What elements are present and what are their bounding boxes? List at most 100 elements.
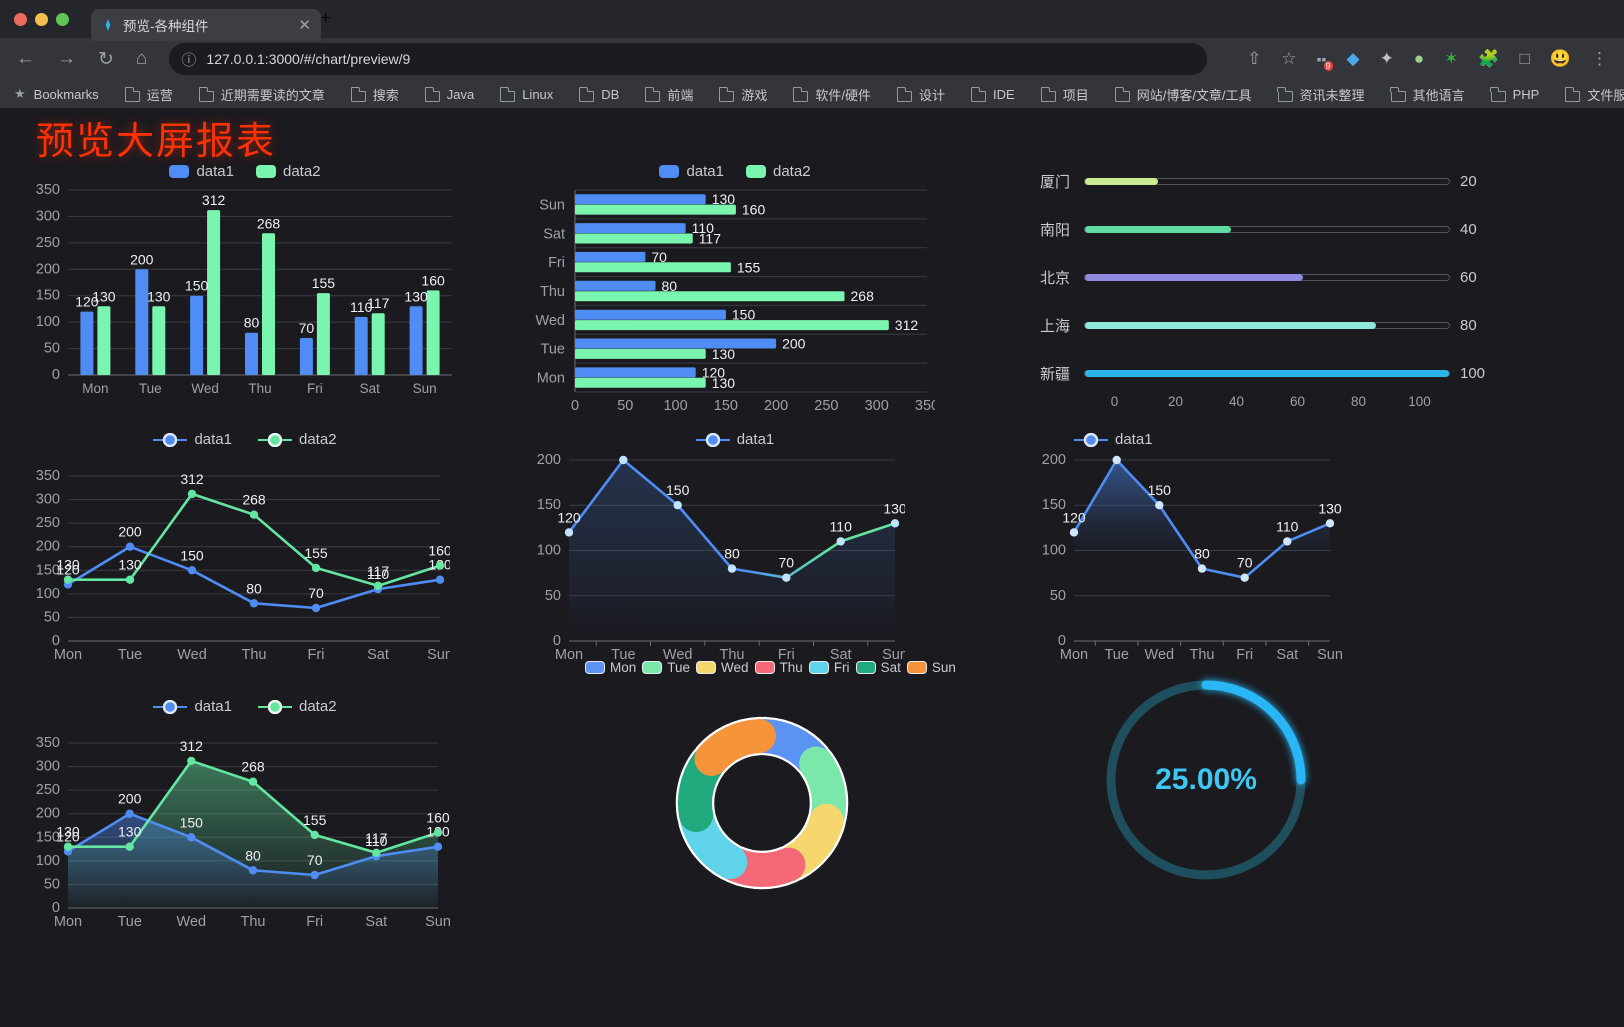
svg-text:130: 130	[712, 375, 736, 391]
svg-text:130: 130	[712, 191, 736, 207]
svg-text:150: 150	[666, 482, 690, 498]
svg-text:160: 160	[421, 272, 445, 288]
svg-text:130: 130	[118, 557, 142, 573]
svg-text:350: 350	[915, 398, 935, 414]
svg-text:300: 300	[36, 759, 60, 775]
svg-text:130: 130	[92, 288, 116, 304]
svg-text:Sat: Sat	[367, 647, 389, 663]
svg-text:50: 50	[44, 876, 60, 892]
svg-text:50: 50	[545, 588, 561, 604]
svg-text:Fri: Fri	[1236, 647, 1253, 663]
svg-text:150: 150	[36, 288, 60, 304]
svg-text:200: 200	[1042, 452, 1066, 468]
svg-text:200: 200	[1105, 450, 1129, 453]
svg-text:160: 160	[742, 202, 766, 218]
svg-text:Sun: Sun	[427, 647, 450, 663]
svg-text:120: 120	[557, 509, 581, 525]
svg-text:Thu: Thu	[241, 914, 266, 930]
svg-text:312: 312	[180, 738, 204, 754]
svg-text:155: 155	[304, 545, 328, 561]
svg-text:130: 130	[712, 346, 736, 362]
svg-text:70: 70	[1237, 555, 1253, 571]
svg-text:350: 350	[36, 468, 60, 484]
svg-text:117: 117	[367, 563, 390, 579]
svg-text:Thu: Thu	[540, 284, 565, 300]
svg-text:268: 268	[241, 759, 265, 775]
svg-text:150: 150	[180, 547, 204, 563]
svg-text:120: 120	[1062, 509, 1086, 525]
svg-text:130: 130	[56, 824, 80, 840]
svg-text:Mon: Mon	[537, 371, 565, 387]
svg-text:250: 250	[36, 782, 60, 798]
svg-text:117: 117	[367, 295, 390, 311]
svg-text:117: 117	[365, 830, 388, 846]
svg-text:100: 100	[36, 853, 60, 869]
svg-text:250: 250	[814, 398, 838, 414]
svg-text:110: 110	[830, 518, 853, 534]
svg-text:117: 117	[699, 231, 722, 247]
svg-text:Fri: Fri	[307, 381, 323, 396]
svg-text:Tue: Tue	[541, 342, 565, 358]
svg-text:130: 130	[404, 288, 428, 304]
svg-text:80: 80	[724, 546, 740, 562]
svg-text:200: 200	[782, 336, 806, 352]
svg-text:200: 200	[118, 524, 142, 540]
svg-text:200: 200	[36, 806, 60, 822]
svg-text:268: 268	[257, 215, 281, 231]
svg-text:Mon: Mon	[54, 914, 82, 930]
svg-text:Fri: Fri	[308, 647, 325, 663]
svg-text:300: 300	[865, 398, 889, 414]
svg-text:80: 80	[244, 315, 260, 331]
svg-text:80: 80	[246, 580, 262, 596]
svg-text:110: 110	[1276, 518, 1299, 534]
svg-text:300: 300	[36, 208, 60, 224]
svg-text:100: 100	[663, 398, 687, 414]
svg-text:Tue: Tue	[1104, 647, 1128, 663]
svg-text:Thu: Thu	[248, 381, 271, 396]
svg-text:200: 200	[130, 251, 154, 267]
svg-text:312: 312	[202, 192, 226, 208]
svg-text:150: 150	[185, 278, 209, 294]
svg-text:200: 200	[612, 450, 636, 453]
svg-text:Sun: Sun	[425, 914, 451, 930]
svg-text:70: 70	[307, 852, 323, 868]
svg-text:Tue: Tue	[118, 647, 142, 663]
svg-text:Fri: Fri	[548, 255, 565, 271]
svg-text:Sun: Sun	[1317, 647, 1343, 663]
svg-text:Sun: Sun	[413, 381, 437, 396]
svg-text:268: 268	[851, 288, 875, 304]
svg-text:Tue: Tue	[117, 914, 141, 930]
svg-text:312: 312	[180, 471, 204, 487]
svg-text:200: 200	[764, 398, 788, 414]
svg-text:200: 200	[36, 261, 60, 277]
svg-text:250: 250	[36, 235, 60, 251]
svg-text:155: 155	[312, 275, 336, 291]
svg-text:130: 130	[1318, 500, 1342, 516]
svg-text:Wed: Wed	[177, 647, 207, 663]
svg-text:100: 100	[36, 586, 60, 602]
svg-text:50: 50	[44, 341, 60, 357]
svg-text:100: 100	[1042, 543, 1066, 559]
svg-text:160: 160	[428, 543, 450, 559]
svg-text:80: 80	[1194, 546, 1210, 562]
svg-text:Tue: Tue	[139, 381, 162, 396]
svg-text:70: 70	[779, 555, 795, 571]
svg-text:50: 50	[617, 398, 633, 414]
svg-text:0: 0	[52, 367, 60, 383]
svg-text:160: 160	[426, 810, 450, 826]
svg-text:70: 70	[651, 249, 667, 265]
svg-text:Wed: Wed	[535, 313, 565, 329]
svg-text:Sat: Sat	[360, 381, 381, 396]
svg-text:Mon: Mon	[82, 381, 108, 396]
svg-text:80: 80	[245, 847, 261, 863]
svg-text:Thu: Thu	[1190, 647, 1215, 663]
svg-text:Mon: Mon	[54, 647, 82, 663]
svg-text:150: 150	[180, 814, 204, 830]
svg-text:300: 300	[36, 492, 60, 508]
svg-text:Sat: Sat	[543, 226, 565, 242]
svg-text:50: 50	[44, 609, 60, 625]
svg-text:200: 200	[537, 452, 561, 468]
svg-text:130: 130	[56, 557, 80, 573]
svg-text:100: 100	[36, 314, 60, 330]
svg-text:150: 150	[1148, 482, 1172, 498]
